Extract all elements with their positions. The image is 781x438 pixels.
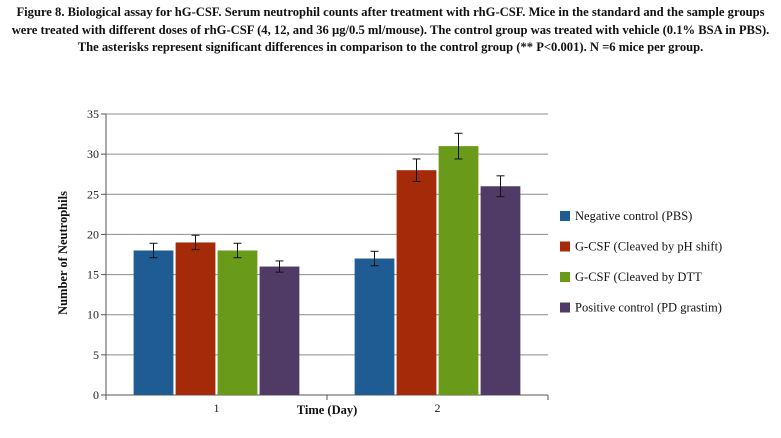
legend-swatch [560,272,570,282]
y-tick-label: 20 [87,227,99,241]
legend-label: G-CSF (Cleaved by pH shift) [575,240,722,254]
y-tick-label: 5 [93,348,99,362]
bar [217,250,258,395]
legend-label: Negative control (PBS) [575,209,692,223]
bar [480,186,521,395]
bar [438,146,479,395]
legend-swatch [560,241,570,252]
bar [259,266,300,395]
y-tick-label: 25 [87,187,99,201]
plot-area: 0 5 10 15 20 25 30 35 1 2 [87,107,549,415]
x-tick-label: 1 [214,401,220,415]
bar [175,242,216,395]
y-tick-label: 15 [87,268,99,282]
y-tick-label: 0 [93,388,99,402]
y-tick-label: 10 [87,308,99,322]
bar [133,250,174,395]
y-tick-label: 30 [87,147,99,161]
bar [396,170,437,395]
y-tick-label: 35 [87,107,99,121]
figure-caption: Figure 8. Biological assay for hG-CSF. S… [11,5,770,54]
legend-label: Positive control (PD grastim) [575,301,722,315]
x-tick-label: 2 [435,401,441,415]
y-axis-title: Number of Neutrophils [56,191,70,315]
x-axis-title: Time (Day) [297,403,358,417]
bar [354,258,395,395]
legend-label: G-CSF (Cleaved by DTT [575,270,702,284]
legend-swatch [560,211,570,221]
legend: Negative control (PBS) G-CSF (Cleaved by … [560,209,722,315]
legend-swatch [560,302,570,313]
